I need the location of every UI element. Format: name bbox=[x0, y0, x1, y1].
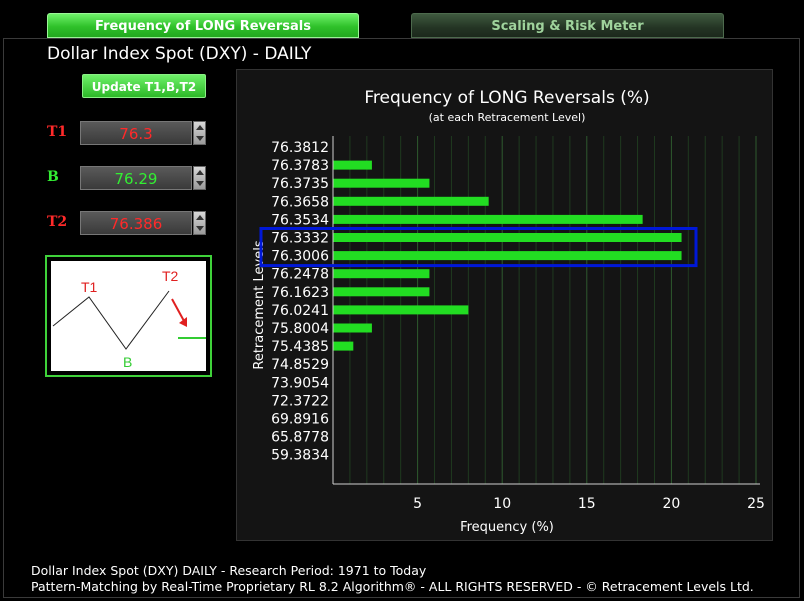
y-tick-label: 59.3834 bbox=[271, 448, 329, 464]
bar bbox=[333, 341, 354, 351]
pattern-diagram-svg: T1 B T2 bbox=[52, 268, 207, 370]
x-axis-title: Frequency (%) bbox=[460, 520, 554, 535]
spin-down-icon[interactable] bbox=[196, 181, 204, 186]
footer-line-1: Dollar Index Spot (DXY) DAILY - Research… bbox=[31, 563, 427, 578]
y-tick-label: 74.8529 bbox=[271, 357, 329, 373]
x-tick-label: 10 bbox=[493, 496, 511, 512]
zigzag-line bbox=[52, 290, 170, 350]
b-input[interactable]: 76.29 bbox=[80, 166, 192, 190]
tab-scaling-risk-meter[interactable]: Scaling & Risk Meter bbox=[411, 13, 724, 38]
footer-line-2: Pattern-Matching by Real-Time Proprietar… bbox=[31, 579, 754, 594]
y-tick-label: 76.3783 bbox=[271, 158, 329, 174]
bar bbox=[333, 160, 372, 170]
y-tick-label: 76.3006 bbox=[271, 249, 329, 265]
t2-spinner[interactable] bbox=[193, 211, 206, 235]
spin-up-icon[interactable] bbox=[196, 125, 204, 130]
reversal-frequency-chart: 76.3812 76.3783 76.3735 76.3658 76.3534 76.33… bbox=[252, 88, 765, 535]
y-tick-label: 76.3658 bbox=[271, 194, 329, 210]
highlight-box bbox=[259, 227, 698, 268]
y-tick-label: 65.8778 bbox=[271, 430, 329, 446]
spin-up-icon[interactable] bbox=[196, 215, 204, 220]
spin-down-icon[interactable] bbox=[196, 226, 204, 231]
bar bbox=[333, 323, 372, 333]
spin-up-icon[interactable] bbox=[196, 170, 204, 175]
chart-subtitle: (at each Retracement Level) bbox=[429, 111, 586, 124]
bar bbox=[333, 305, 469, 315]
y-tick-label: 76.3332 bbox=[271, 231, 329, 247]
bar bbox=[333, 233, 682, 242]
main-frame bbox=[3, 38, 800, 598]
x-tick-label: 20 bbox=[662, 496, 680, 512]
y-axis-title: Retracement Levels bbox=[252, 240, 267, 369]
t2-label: T2 bbox=[47, 214, 68, 230]
y-tick-label: 76.3812 bbox=[271, 140, 329, 156]
update-levels-button[interactable]: Update T1,B,T2 bbox=[82, 74, 206, 98]
bar bbox=[333, 287, 430, 297]
pattern-diagram: T1 B T2 bbox=[45, 255, 212, 377]
x-tick-label: 15 bbox=[578, 496, 596, 512]
b-spinner[interactable] bbox=[193, 166, 206, 190]
diagram-t2-label: T2 bbox=[162, 268, 179, 284]
chart-panel: 76.3812 76.3783 76.3735 76.3658 76.3534 76.33… bbox=[236, 69, 773, 541]
y-tick-label: 75.8004 bbox=[271, 321, 329, 337]
bars bbox=[333, 160, 682, 351]
y-tick-label: 76.1623 bbox=[271, 285, 329, 301]
y-tick-label: 69.8916 bbox=[271, 412, 329, 428]
t1-label: T1 bbox=[47, 124, 68, 140]
y-tick-label: 76.2478 bbox=[271, 267, 329, 283]
arrow-shaft bbox=[171, 298, 185, 322]
grid-lines bbox=[349, 136, 757, 484]
spin-down-icon[interactable] bbox=[196, 136, 204, 141]
y-tick-label: 73.9054 bbox=[271, 375, 329, 391]
y-tick-label: 76.3534 bbox=[271, 212, 329, 228]
diagram-b-label: B bbox=[123, 354, 132, 370]
chart-title: Frequency of LONG Reversals (%) bbox=[364, 88, 649, 108]
bar bbox=[333, 251, 682, 261]
bar bbox=[333, 196, 489, 206]
tab-frequency-long-reversals[interactable]: Frequency of LONG Reversals bbox=[47, 13, 359, 38]
bar bbox=[333, 178, 430, 188]
y-tick-label: 75.4385 bbox=[271, 339, 329, 355]
down-arrow-icon bbox=[179, 317, 187, 327]
t1-input[interactable]: 76.3 bbox=[80, 121, 192, 145]
x-tick-labels: 5 10 15 20 25 bbox=[413, 496, 765, 512]
y-tick-labels: 76.3812 76.3783 76.3735 76.3658 76.3534 76.33… bbox=[271, 140, 329, 464]
page-title: Dollar Index Spot (DXY) - DAILY bbox=[47, 44, 312, 64]
b-label: B bbox=[47, 169, 59, 185]
t2-input[interactable]: 76.386 bbox=[80, 211, 192, 235]
x-tick-label: 25 bbox=[747, 496, 765, 512]
bar bbox=[333, 214, 643, 224]
x-tick-label: 5 bbox=[413, 496, 422, 512]
y-tick-label: 72.3722 bbox=[271, 393, 329, 409]
y-tick-label: 76.0241 bbox=[271, 303, 329, 319]
t1-spinner[interactable] bbox=[193, 121, 206, 145]
diagram-t1-label: T1 bbox=[81, 279, 98, 295]
y-tick-label: 76.3735 bbox=[271, 176, 329, 192]
bar bbox=[333, 269, 430, 279]
